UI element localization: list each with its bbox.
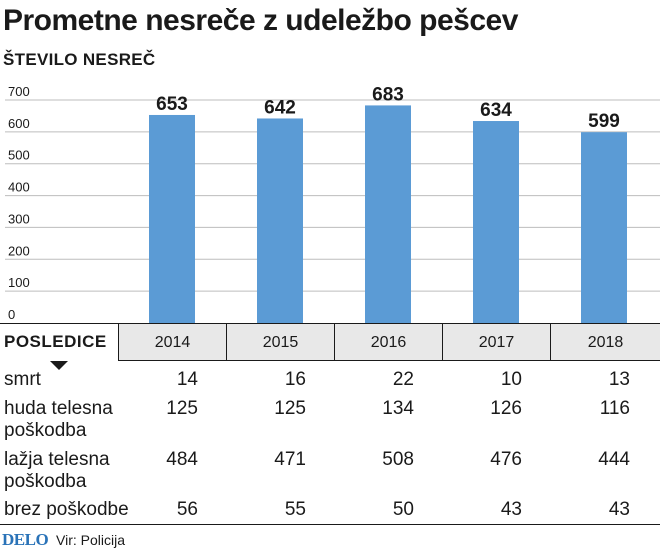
year-cell: 2016 — [334, 323, 442, 361]
chart-title: Prometne nesreče z udeležbo pešcev — [3, 4, 518, 37]
chart-subtitle: ŠTEVILO NESREČ — [3, 50, 156, 69]
row-value: 508 — [382, 449, 414, 470]
row-value: 13 — [608, 369, 630, 390]
row-value: 476 — [490, 449, 522, 470]
year-cell: 2018 — [550, 323, 660, 361]
bar-value-label: 634 — [480, 100, 512, 121]
row-value: 126 — [490, 398, 522, 419]
row-value: 471 — [274, 449, 306, 470]
row-label: lažja telesna poškodba — [4, 449, 110, 492]
row-value: 484 — [166, 449, 198, 470]
row-value: 125 — [274, 398, 306, 419]
bar-value-label: 642 — [264, 97, 296, 118]
row-value: 55 — [284, 499, 306, 520]
y-tick-label: 500 — [8, 148, 30, 163]
row-value: 116 — [599, 398, 630, 419]
bar — [581, 132, 627, 323]
y-tick-label: 0 — [8, 307, 15, 322]
header-pointer-icon — [50, 361, 68, 370]
row-value: 134 — [382, 398, 414, 419]
bar-chart: 0 100 200 300 400 500 600 700 653 642 683 634 599 — [5, 84, 660, 323]
bar — [149, 114, 195, 323]
y-tick-label: 100 — [8, 275, 30, 290]
row-value: 22 — [392, 369, 414, 390]
bar-value-label: 599 — [588, 111, 620, 132]
row-label: smrt — [4, 369, 41, 390]
row-value: 56 — [176, 499, 198, 520]
year-cell: 2017 — [442, 323, 550, 361]
y-tick-label: 300 — [8, 211, 30, 226]
row-value: 125 — [166, 398, 198, 419]
year-cell: 2014 — [118, 323, 226, 361]
row-value: 43 — [500, 499, 522, 520]
footer-divider — [0, 524, 660, 525]
bar-value-label: 683 — [372, 84, 404, 105]
row-value: 444 — [598, 449, 630, 470]
y-tick-label: 700 — [8, 84, 30, 99]
row-value: 14 — [176, 369, 198, 390]
table-header-label: POSLEDICE — [0, 323, 118, 361]
row-label: brez poškodbe — [4, 499, 129, 520]
year-cell: 2015 — [226, 323, 334, 361]
y-tick-label: 400 — [8, 180, 30, 195]
row-label: huda telesna poškodba — [4, 398, 113, 441]
y-tick-label: 600 — [8, 116, 30, 131]
bar — [473, 121, 519, 323]
y-tick-label: 200 — [8, 243, 30, 258]
bar — [257, 118, 303, 323]
delo-logo: DELO — [2, 530, 49, 549]
table-header: POSLEDICE 2014 2015 2016 2017 2018 — [0, 323, 660, 370]
row-value: 16 — [284, 369, 306, 390]
bar-value-label: 653 — [156, 94, 188, 115]
bar — [365, 105, 411, 323]
source-note: Vir: Policija — [56, 532, 125, 548]
row-value: 43 — [608, 499, 630, 520]
row-value: 10 — [500, 369, 522, 390]
row-value: 50 — [392, 499, 414, 520]
